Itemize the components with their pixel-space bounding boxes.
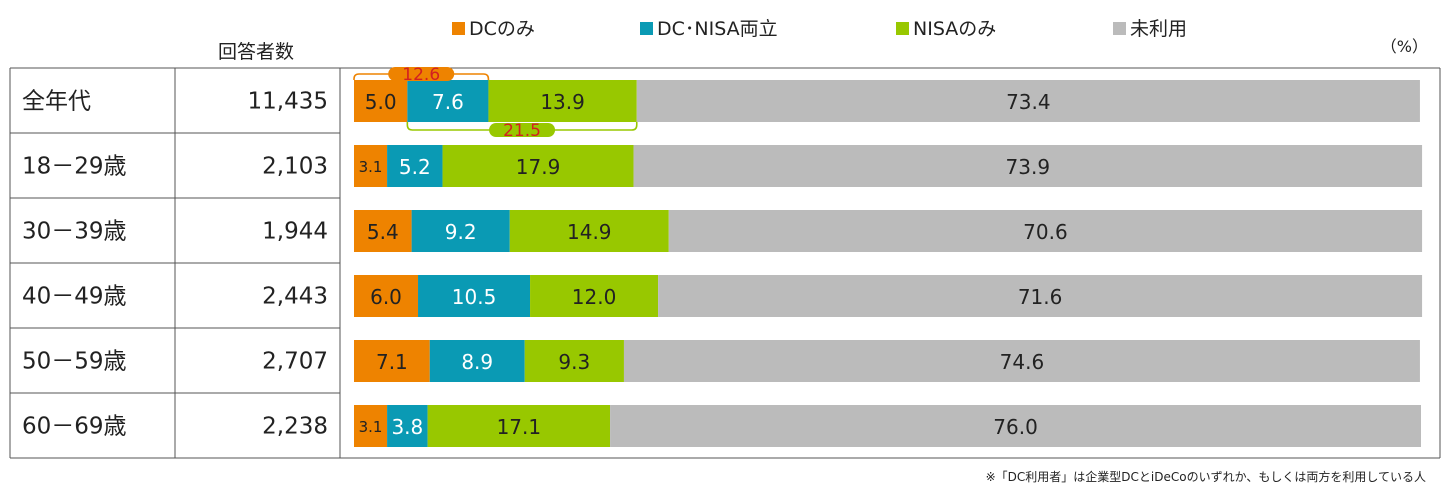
data-label: 73.9 — [1006, 155, 1051, 179]
bars: 5.0 7.6 13.9 73.4 3.1 5.2 17.9 73.9 5.4 9.2 14.9 70… — [354, 80, 1423, 447]
bar-segment — [442, 145, 634, 187]
bar-segment — [354, 80, 408, 122]
bar-segment — [610, 405, 1421, 447]
respondent-count: 2,103 — [262, 154, 328, 180]
bar-segment — [633, 145, 1423, 187]
data-label: 73.4 — [1006, 90, 1051, 114]
respondent-count: 2,443 — [262, 284, 328, 310]
legend: DCのみ DC･NISA両立 NISAのみ 未利用 — [452, 18, 1187, 40]
data-label: 7.6 — [432, 90, 464, 114]
data-label: 17.1 — [497, 415, 542, 439]
data-label: 71.6 — [1018, 285, 1063, 309]
sum-label: 21.5 — [503, 121, 541, 141]
legend-swatch — [452, 22, 465, 35]
data-label: 3.1 — [359, 158, 383, 176]
data-label: 12.0 — [572, 285, 617, 309]
legend-label: DC･NISA両立 — [657, 18, 778, 40]
sum-badge — [388, 67, 455, 81]
respondents-header: 回答者数 — [218, 41, 294, 63]
respondent-count: 2,707 — [262, 349, 328, 375]
bar-segment — [354, 405, 388, 447]
row-label: 50－59歳 — [22, 349, 127, 375]
row-label: 40－49歳 — [22, 284, 127, 310]
legend-swatch — [896, 22, 909, 35]
data-label: 3.1 — [359, 418, 383, 436]
respondent-count: 2,238 — [262, 414, 328, 440]
bar-segment — [509, 210, 669, 252]
row-label: 18－29歳 — [22, 154, 127, 180]
data-label: 13.9 — [540, 90, 585, 114]
data-label: 5.2 — [399, 155, 431, 179]
legend-label: NISAのみ — [913, 18, 996, 40]
respondent-count: 1,944 — [262, 219, 328, 245]
bar-segment — [488, 80, 637, 122]
legend-label: 未利用 — [1130, 18, 1187, 40]
data-label: 74.6 — [1000, 350, 1045, 374]
bar-segment — [429, 340, 525, 382]
row-label: 60－69歳 — [22, 414, 127, 440]
data-label: 17.9 — [516, 155, 561, 179]
sum-badge — [489, 123, 556, 137]
bar-segment — [524, 340, 624, 382]
bar-segment — [636, 80, 1420, 122]
data-label: 70.6 — [1023, 220, 1068, 244]
row-label: 全年代 — [22, 89, 91, 115]
footnote: ※「DC利用者」は企業型DCとiDeCoのいずれか、もしくは両方を利用している人 — [986, 469, 1426, 484]
data-label: 9.2 — [445, 220, 477, 244]
bar-segment — [427, 405, 611, 447]
bar-segment — [668, 210, 1423, 252]
bar-segment — [354, 340, 430, 382]
data-label: 8.9 — [461, 350, 493, 374]
bar-segment — [530, 275, 659, 317]
bar-segment — [418, 275, 531, 317]
respondent-count: 11,435 — [248, 89, 328, 115]
bar-segment — [387, 145, 443, 187]
unit-label: （%） — [1381, 37, 1428, 56]
row-table: 全年代 11,435 18－29歳 2,103 30－39歳 1,944 40－49歳 2,4… — [9, 67, 1441, 459]
bar-segment — [354, 275, 419, 317]
row-label: 30－39歳 — [22, 219, 127, 245]
data-label: 14.9 — [567, 220, 612, 244]
data-label: 3.8 — [391, 415, 423, 439]
data-label: 9.3 — [558, 350, 590, 374]
bar-segment — [354, 145, 388, 187]
sum-label: 12.6 — [402, 65, 440, 85]
legend-swatch — [1113, 22, 1126, 35]
bar-segment — [407, 80, 489, 122]
data-label: 5.4 — [367, 220, 399, 244]
bar-segment — [623, 340, 1420, 382]
legend-label: DCのみ — [469, 18, 535, 40]
data-label: 10.5 — [452, 285, 497, 309]
annotations: 12.6 21.5 — [353, 65, 638, 141]
bar-segment — [658, 275, 1423, 317]
bar-segment — [411, 210, 510, 252]
legend-swatch — [640, 22, 653, 35]
data-label: 6.0 — [370, 285, 402, 309]
bar-segment — [387, 405, 428, 447]
data-label: 5.0 — [365, 90, 397, 114]
bar-segment — [354, 210, 412, 252]
data-label: 7.1 — [376, 350, 408, 374]
data-label: 76.0 — [993, 415, 1038, 439]
